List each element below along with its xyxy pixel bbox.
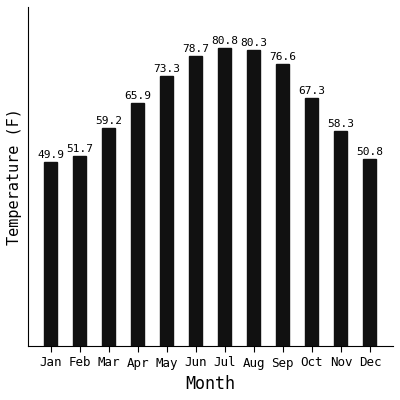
Text: 80.3: 80.3 [240, 38, 267, 48]
Text: 76.6: 76.6 [269, 52, 296, 62]
Bar [276, 64, 289, 346]
Text: 65.9: 65.9 [124, 91, 151, 101]
Bar [131, 103, 144, 346]
Bar [189, 56, 202, 346]
Text: 49.9: 49.9 [37, 150, 64, 160]
Bar [160, 76, 173, 346]
Bar [334, 131, 348, 346]
Text: 73.3: 73.3 [153, 64, 180, 74]
Text: 51.7: 51.7 [66, 144, 93, 154]
Bar [218, 48, 231, 346]
Y-axis label: Temperature (F): Temperature (F) [7, 108, 22, 245]
Bar [44, 162, 57, 346]
Bar [102, 128, 115, 346]
Text: 59.2: 59.2 [95, 116, 122, 126]
Text: 58.3: 58.3 [327, 119, 354, 129]
Text: 80.8: 80.8 [211, 36, 238, 46]
Text: 67.3: 67.3 [298, 86, 325, 96]
Text: 50.8: 50.8 [356, 147, 384, 157]
Bar [305, 98, 318, 346]
Bar [363, 159, 376, 346]
Bar [73, 156, 86, 346]
Bar [247, 50, 260, 346]
Text: 78.7: 78.7 [182, 44, 209, 54]
X-axis label: Month: Month [185, 375, 235, 393]
